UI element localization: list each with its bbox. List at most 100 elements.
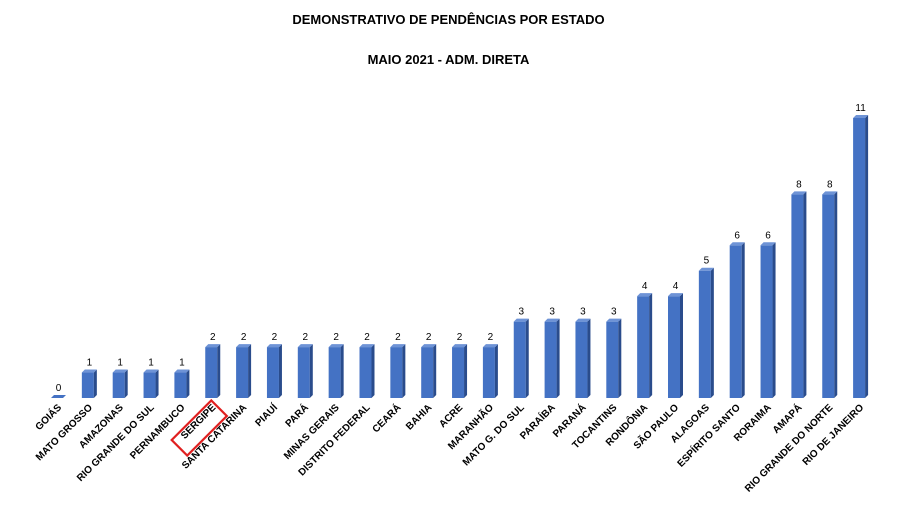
bar-paraiba bbox=[544, 318, 560, 398]
bar-top bbox=[143, 369, 159, 373]
value-label-acre: 2 bbox=[457, 332, 463, 343]
bar-top bbox=[297, 344, 313, 348]
value-label-para: 2 bbox=[303, 332, 309, 343]
bar-mato-grosso bbox=[81, 369, 97, 398]
bar-mato-g-do-sul bbox=[513, 318, 529, 398]
bar-para bbox=[297, 344, 313, 398]
bar-rio-grande-do-sul bbox=[143, 369, 159, 398]
bar-side bbox=[464, 344, 468, 398]
x-label-bahia: BAHIA bbox=[404, 402, 434, 432]
bar-top bbox=[236, 344, 252, 348]
bar-top bbox=[174, 369, 190, 373]
bar-ceara bbox=[390, 344, 406, 398]
value-label-mato-g-do-sul: 3 bbox=[518, 307, 524, 318]
bar-front bbox=[81, 372, 94, 398]
bar-maranhao bbox=[482, 344, 498, 398]
bar-acre bbox=[452, 344, 468, 398]
highlight-group bbox=[170, 398, 229, 458]
bar-front bbox=[822, 194, 835, 398]
value-label-tocantins: 3 bbox=[611, 307, 617, 318]
value-label-espirito-santo: 6 bbox=[734, 230, 740, 241]
value-label-rio-grande-do-norte: 8 bbox=[827, 179, 833, 190]
bar-front bbox=[236, 347, 249, 398]
value-label-paraiba: 3 bbox=[549, 307, 555, 318]
value-label-amapa: 8 bbox=[796, 179, 802, 190]
value-label-ceara: 2 bbox=[395, 332, 401, 343]
bar-top bbox=[729, 242, 745, 246]
bar-goias bbox=[51, 395, 66, 398]
value-label-santa-catarina: 2 bbox=[241, 332, 247, 343]
bar-side bbox=[741, 242, 745, 398]
bar-rio-grande-do-norte bbox=[822, 191, 838, 398]
x-label-acre: ACRE bbox=[437, 402, 465, 430]
bar-parana bbox=[575, 318, 591, 398]
value-label-pernambuco: 1 bbox=[179, 358, 185, 369]
bar-flat bbox=[51, 395, 66, 398]
bar-top bbox=[668, 293, 683, 297]
bar-espirito-santo bbox=[729, 242, 745, 398]
bar-front bbox=[853, 118, 866, 398]
bar-top bbox=[205, 344, 221, 348]
bar-piaui bbox=[266, 344, 282, 398]
bar-top bbox=[359, 344, 375, 348]
bar-front bbox=[791, 194, 804, 398]
bar-side bbox=[124, 369, 128, 398]
bar-front bbox=[575, 321, 588, 398]
bar-side bbox=[371, 344, 375, 398]
bar-top bbox=[853, 115, 869, 118]
bar-top bbox=[822, 191, 838, 195]
value-label-maranhao: 2 bbox=[488, 332, 494, 343]
bar-side bbox=[155, 369, 159, 398]
value-label-distrito-federal: 2 bbox=[364, 332, 370, 343]
bar-front bbox=[544, 321, 557, 398]
value-label-piaui: 2 bbox=[272, 332, 278, 343]
value-label-rondonia: 4 bbox=[642, 281, 648, 292]
bar-side bbox=[340, 344, 344, 398]
bar-side bbox=[278, 344, 282, 398]
bar-front bbox=[513, 321, 526, 398]
bar-top bbox=[544, 318, 560, 322]
bar-top bbox=[266, 344, 282, 348]
bar-rio-de-janeiro bbox=[853, 115, 869, 398]
value-label-rio-grande-do-sul: 1 bbox=[148, 358, 154, 369]
value-label-sergipe: 2 bbox=[210, 332, 216, 343]
bar-front bbox=[297, 347, 310, 398]
bar-front bbox=[266, 347, 279, 398]
bar-side bbox=[556, 318, 560, 398]
bar-side bbox=[834, 191, 838, 398]
bar-side bbox=[248, 344, 252, 398]
bar-minas-gerais bbox=[328, 344, 344, 398]
bar-front bbox=[421, 347, 434, 398]
bar-top bbox=[637, 293, 653, 297]
x-label-goias: GOIÁS bbox=[32, 401, 64, 433]
x-label-piaui: PIAUÍ bbox=[252, 401, 280, 429]
bar-distrito-federal bbox=[359, 344, 375, 398]
bar-rondonia bbox=[637, 293, 653, 398]
bar-front bbox=[482, 347, 495, 398]
bar-side bbox=[772, 242, 776, 398]
bar-top bbox=[112, 369, 128, 373]
bar-sao-paulo bbox=[668, 293, 683, 398]
bar-front bbox=[760, 245, 773, 398]
bar-alagoas bbox=[698, 267, 714, 398]
value-label-mato-grosso: 1 bbox=[87, 358, 93, 369]
bar-front bbox=[606, 321, 619, 398]
bar-side bbox=[186, 369, 190, 398]
value-label-goias: 0 bbox=[56, 383, 62, 394]
bar-top bbox=[513, 318, 529, 322]
bar-top bbox=[606, 318, 622, 322]
bar-side bbox=[649, 293, 653, 398]
highlight-box bbox=[170, 398, 229, 458]
bars-group: 01 1 1 12 2 2 2 2 2 2 2 2 23 3 3 34 456 68 811 bbox=[51, 103, 869, 398]
bar-roraima bbox=[760, 242, 776, 398]
bar-side bbox=[680, 293, 683, 398]
value-label-bahia: 2 bbox=[426, 332, 432, 343]
bar-side bbox=[433, 344, 437, 398]
bar-front bbox=[328, 347, 341, 398]
bar-top bbox=[390, 344, 406, 348]
bar-side bbox=[93, 369, 97, 398]
bar-side bbox=[803, 191, 807, 398]
bar-top bbox=[575, 318, 591, 322]
bar-front bbox=[174, 372, 187, 398]
